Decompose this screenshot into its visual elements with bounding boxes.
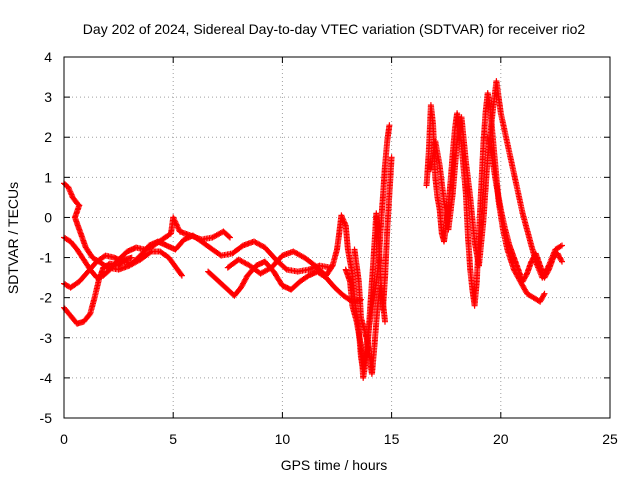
series-track-h — [351, 246, 388, 377]
x-axis-label: GPS time / hours — [281, 457, 388, 473]
x-tick-label: 20 — [493, 431, 509, 447]
y-tick-label: -1 — [40, 250, 53, 266]
y-tick-label: -2 — [40, 290, 53, 306]
data-marker-trace — [427, 78, 565, 281]
y-tick-label: 3 — [44, 89, 52, 105]
y-axis-label: SDTVAR / TECUs — [5, 182, 21, 294]
y-tick-label: -4 — [40, 370, 53, 386]
plot-frame — [63, 56, 611, 419]
x-tick-label: 10 — [275, 431, 291, 447]
x-tick-label: 0 — [60, 431, 68, 447]
x-tick-label: 15 — [384, 431, 400, 447]
y-tick-label: -3 — [40, 330, 53, 346]
chart-title: Day 202 of 2024, Sidereal Day-to-day VTE… — [83, 21, 586, 37]
tick-labels: 0 5 10 15 20 25 -5 -4 -3 -2 -1 0 1 2 3 4 — [40, 49, 618, 447]
x-tick-label: 5 — [169, 431, 177, 447]
data-marker-trace — [351, 246, 388, 377]
y-tick-label: 0 — [44, 209, 52, 225]
y-tick-label: 2 — [44, 129, 52, 145]
series-track-j — [427, 78, 565, 281]
y-tick-label: 4 — [44, 49, 52, 65]
data-marker-trace — [484, 134, 565, 285]
grid — [64, 57, 610, 418]
y-tick-label: 1 — [44, 169, 52, 185]
x-tick-label: 25 — [602, 431, 618, 447]
series-track-k — [484, 134, 565, 285]
y-tick-label: -5 — [40, 410, 53, 426]
